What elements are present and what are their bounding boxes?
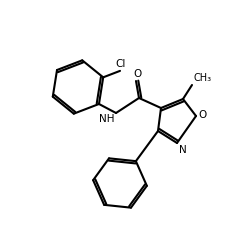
Text: O: O — [198, 110, 206, 120]
Text: Cl: Cl — [116, 59, 126, 69]
Text: O: O — [133, 69, 141, 79]
Text: CH₃: CH₃ — [194, 73, 212, 83]
Text: N: N — [179, 145, 187, 155]
Text: NH: NH — [99, 114, 115, 124]
